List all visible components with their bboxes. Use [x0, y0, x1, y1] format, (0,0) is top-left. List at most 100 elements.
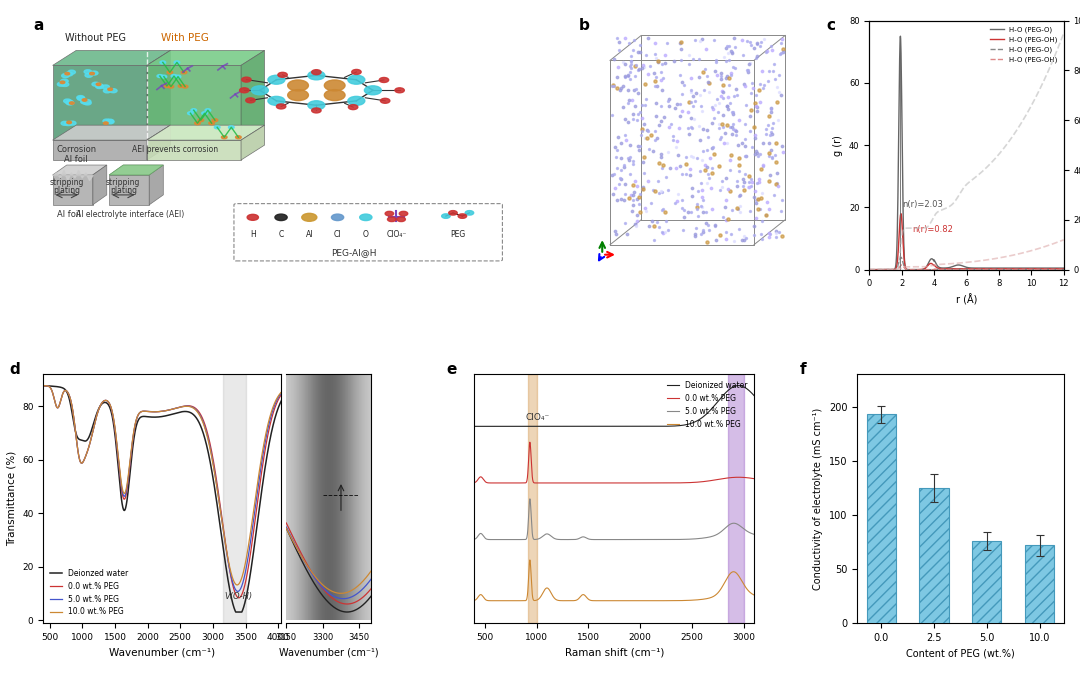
Point	[748, 38, 766, 49]
Point	[742, 125, 759, 136]
H-O (PEG-OH)	[997, 264, 1010, 273]
Point	[648, 132, 665, 143]
Point	[652, 101, 670, 112]
Point	[680, 97, 698, 108]
Circle shape	[221, 136, 227, 139]
Point	[692, 229, 710, 240]
Point	[646, 126, 663, 137]
Point	[631, 47, 648, 58]
Point	[698, 145, 715, 155]
Point	[706, 99, 724, 110]
Circle shape	[108, 88, 112, 90]
Circle shape	[188, 112, 193, 114]
Point	[731, 191, 748, 202]
Deionized water	[732, 382, 745, 390]
Point	[693, 191, 711, 202]
Point	[612, 153, 630, 164]
Point	[721, 164, 739, 175]
Point	[634, 157, 651, 168]
Point	[727, 129, 744, 140]
Polygon shape	[241, 51, 265, 140]
Line: H-O (PEG-OH): H-O (PEG-OH)	[869, 214, 1064, 270]
Point	[680, 129, 698, 140]
Point	[752, 36, 769, 47]
H-O (PEG-O)	[948, 262, 961, 270]
Point	[629, 109, 646, 120]
Point	[694, 146, 712, 157]
Point	[667, 99, 685, 110]
Point	[612, 193, 630, 204]
Text: plating: plating	[53, 186, 80, 195]
Point	[627, 83, 645, 94]
Bar	[919, 488, 948, 623]
Circle shape	[104, 89, 111, 93]
Point	[665, 130, 683, 141]
Point	[684, 101, 701, 112]
Point	[701, 77, 718, 88]
10.0 wt.% PEG	[597, 597, 610, 605]
Point	[704, 168, 721, 179]
Text: n(r)=2.03: n(r)=2.03	[903, 201, 943, 210]
Point	[691, 90, 708, 101]
Point	[745, 122, 762, 133]
0.0 wt.% PEG	[275, 390, 288, 399]
Circle shape	[160, 61, 165, 64]
Point	[694, 206, 712, 217]
10.0 wt.% PEG	[129, 423, 141, 431]
Point	[617, 71, 634, 82]
Point	[663, 119, 680, 129]
0.0 wt.% PEG	[604, 479, 617, 487]
Point	[688, 153, 705, 164]
Point	[714, 79, 731, 90]
Point	[621, 154, 638, 165]
Point	[758, 47, 775, 58]
Point	[725, 108, 742, 119]
Point	[764, 152, 781, 163]
Circle shape	[194, 122, 200, 125]
5.0 wt.% PEG	[231, 587, 244, 595]
Text: Al: Al	[306, 229, 313, 239]
5.0 wt.% PEG	[78, 455, 91, 463]
Point	[715, 212, 732, 223]
Point	[625, 186, 643, 197]
H-O (PEG-OH)	[1018, 265, 1031, 273]
Point	[712, 229, 729, 240]
Point	[745, 229, 762, 240]
5.0 wt.% PEG	[524, 495, 537, 503]
Point	[606, 80, 623, 91]
Point	[713, 90, 730, 101]
Point	[646, 235, 663, 246]
Point	[696, 85, 713, 96]
Point	[727, 84, 744, 95]
Point	[691, 135, 708, 146]
Point	[723, 46, 740, 57]
Line: 5.0 wt.% PEG: 5.0 wt.% PEG	[474, 499, 754, 540]
H-O (PEG-O)	[894, 253, 907, 261]
Point	[673, 36, 690, 47]
Point	[719, 213, 737, 224]
Point	[746, 149, 764, 160]
Point	[624, 190, 642, 201]
Circle shape	[324, 80, 345, 91]
Point	[625, 195, 643, 206]
5.0 wt.% PEG	[129, 423, 141, 432]
Text: d: d	[10, 362, 21, 377]
Deionized water	[596, 422, 609, 430]
Point	[670, 150, 687, 161]
H-O (PEG-OH)	[863, 266, 876, 274]
Point	[622, 60, 639, 71]
Circle shape	[301, 213, 316, 221]
10.0 wt.% PEG	[740, 584, 753, 592]
Point	[645, 145, 662, 156]
5.0 wt.% PEG	[37, 382, 50, 390]
Point	[631, 145, 648, 155]
Circle shape	[84, 70, 92, 74]
Circle shape	[348, 75, 365, 84]
Point	[635, 167, 652, 178]
0.0 wt.% PEG	[270, 399, 283, 407]
0.0 wt.% PEG	[64, 395, 77, 403]
Point	[701, 153, 718, 164]
Circle shape	[91, 71, 98, 75]
Polygon shape	[109, 175, 149, 205]
Point	[653, 59, 671, 70]
